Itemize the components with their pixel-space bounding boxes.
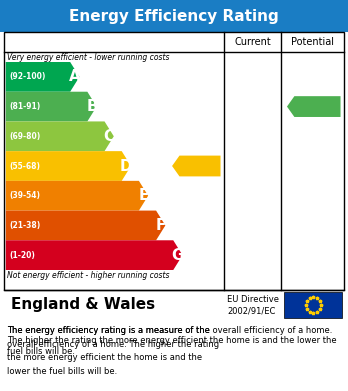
Text: Potential: Potential bbox=[291, 37, 334, 47]
Text: EU Directive: EU Directive bbox=[228, 295, 279, 304]
Text: Current: Current bbox=[234, 37, 271, 47]
Text: (92-100): (92-100) bbox=[9, 72, 46, 81]
Text: England & Wales: England & Wales bbox=[11, 298, 155, 312]
Polygon shape bbox=[6, 240, 182, 270]
Text: G: G bbox=[172, 248, 184, 263]
Text: F: F bbox=[156, 218, 166, 233]
Text: (81-91): (81-91) bbox=[9, 102, 40, 111]
Text: (39-54): (39-54) bbox=[9, 191, 40, 200]
Text: Very energy efficient - lower running costs: Very energy efficient - lower running co… bbox=[7, 52, 170, 61]
Text: The energy efficiency rating is a measure of the overall efficiency of a home. T: The energy efficiency rating is a measur… bbox=[7, 326, 337, 356]
Text: D: D bbox=[120, 158, 133, 174]
Text: (55-68): (55-68) bbox=[9, 161, 40, 170]
Text: 82: 82 bbox=[306, 100, 324, 113]
Text: (69-80): (69-80) bbox=[9, 132, 40, 141]
Polygon shape bbox=[6, 151, 131, 181]
Text: lower the fuel bills will be.: lower the fuel bills will be. bbox=[7, 367, 118, 376]
Text: 2002/91/EC: 2002/91/EC bbox=[228, 307, 276, 316]
FancyBboxPatch shape bbox=[284, 292, 342, 318]
Text: E: E bbox=[139, 188, 149, 203]
Polygon shape bbox=[6, 62, 79, 92]
Polygon shape bbox=[6, 211, 165, 240]
Text: Not energy efficient - higher running costs: Not energy efficient - higher running co… bbox=[7, 271, 170, 280]
Text: (21-38): (21-38) bbox=[9, 221, 40, 230]
Polygon shape bbox=[287, 96, 341, 117]
Text: Energy Efficiency Rating: Energy Efficiency Rating bbox=[69, 9, 279, 23]
Polygon shape bbox=[172, 156, 221, 176]
Text: the more energy efficient the home is and the: the more energy efficient the home is an… bbox=[7, 353, 203, 362]
Polygon shape bbox=[6, 122, 114, 151]
Text: A: A bbox=[69, 69, 81, 84]
Text: 63: 63 bbox=[189, 160, 206, 172]
Text: C: C bbox=[104, 129, 115, 144]
FancyBboxPatch shape bbox=[0, 0, 348, 32]
Text: (1-20): (1-20) bbox=[9, 251, 35, 260]
Text: The energy efficiency rating is a measure of the: The energy efficiency rating is a measur… bbox=[7, 326, 210, 335]
Polygon shape bbox=[6, 181, 148, 211]
Polygon shape bbox=[6, 92, 97, 122]
Text: B: B bbox=[86, 99, 98, 114]
Text: overall efficiency of a home. The higher the rating: overall efficiency of a home. The higher… bbox=[7, 340, 220, 349]
